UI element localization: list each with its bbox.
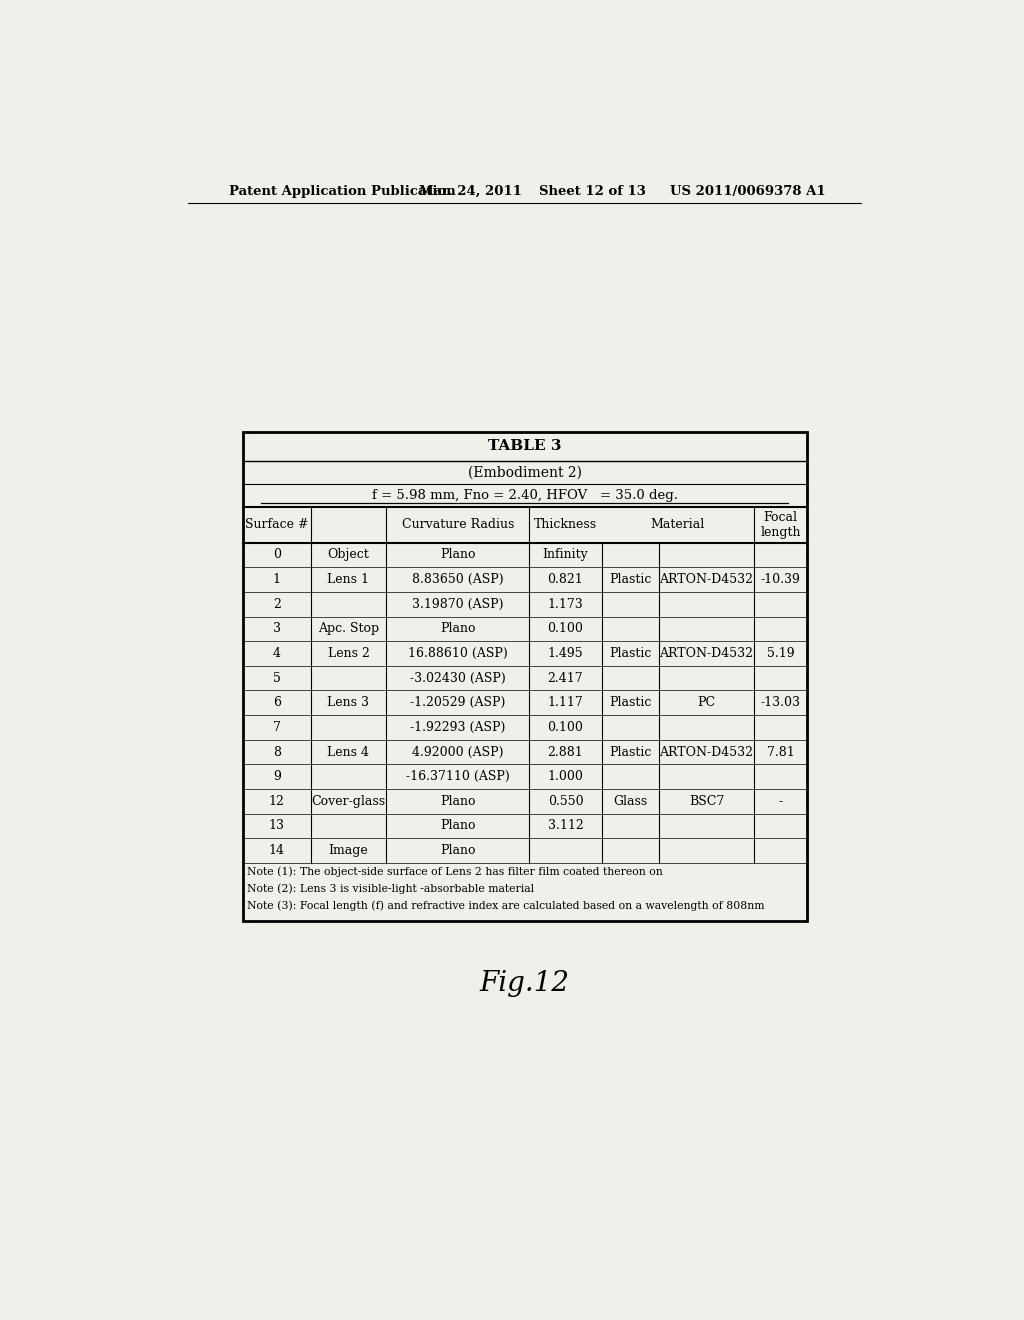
Text: Plano: Plano <box>440 795 475 808</box>
Text: 2: 2 <box>272 598 281 611</box>
Text: 1.173: 1.173 <box>548 598 584 611</box>
Text: Plano: Plano <box>440 548 475 561</box>
Text: (Embodiment 2): (Embodiment 2) <box>468 466 582 479</box>
Text: -: - <box>778 795 782 808</box>
Text: US 2011/0069378 A1: US 2011/0069378 A1 <box>671 185 826 198</box>
Text: Lens 1: Lens 1 <box>328 573 370 586</box>
Text: Cover-glass: Cover-glass <box>311 795 386 808</box>
Text: 0.550: 0.550 <box>548 795 584 808</box>
Text: Plastic: Plastic <box>609 647 651 660</box>
Text: Apc. Stop: Apc. Stop <box>317 622 379 635</box>
Text: TABLE 3: TABLE 3 <box>488 440 561 453</box>
Text: 6: 6 <box>272 696 281 709</box>
Text: 16.88610 (ASP): 16.88610 (ASP) <box>408 647 508 660</box>
Text: Mar. 24, 2011: Mar. 24, 2011 <box>419 185 521 198</box>
Text: -10.39: -10.39 <box>761 573 801 586</box>
Text: 1.495: 1.495 <box>548 647 584 660</box>
Text: Note (3): Focal length (f) and refractive index are calculated based on a wavele: Note (3): Focal length (f) and refractiv… <box>248 900 765 911</box>
Text: 4.92000 (ASP): 4.92000 (ASP) <box>412 746 504 759</box>
Text: 0.100: 0.100 <box>548 622 584 635</box>
Text: -1.92293 (ASP): -1.92293 (ASP) <box>410 721 506 734</box>
Text: 12: 12 <box>269 795 285 808</box>
Text: Lens 4: Lens 4 <box>328 746 370 759</box>
Text: 7.81: 7.81 <box>767 746 795 759</box>
Text: Sheet 12 of 13: Sheet 12 of 13 <box>539 185 645 198</box>
Text: 1: 1 <box>272 573 281 586</box>
Text: ARTON-D4532: ARTON-D4532 <box>659 746 754 759</box>
Text: -1.20529 (ASP): -1.20529 (ASP) <box>410 696 506 709</box>
Text: Note (2): Lens 3 is visible-light -absorbable material: Note (2): Lens 3 is visible-light -absor… <box>248 883 535 894</box>
Text: Plano: Plano <box>440 843 475 857</box>
Text: 7: 7 <box>272 721 281 734</box>
Text: Focal
length: Focal length <box>760 511 801 539</box>
Text: 0: 0 <box>272 548 281 561</box>
Text: 13: 13 <box>268 820 285 833</box>
Text: Image: Image <box>329 843 369 857</box>
Text: 1.117: 1.117 <box>548 696 584 709</box>
Text: -13.03: -13.03 <box>761 696 801 709</box>
Text: Plastic: Plastic <box>609 573 651 586</box>
Text: 4: 4 <box>272 647 281 660</box>
Text: 2.881: 2.881 <box>548 746 584 759</box>
Bar <box>243 432 807 921</box>
Text: ARTON-D4532: ARTON-D4532 <box>659 647 754 660</box>
Text: Patent Application Publication: Patent Application Publication <box>228 185 456 198</box>
Text: -3.02430 (ASP): -3.02430 (ASP) <box>410 672 506 685</box>
Text: 14: 14 <box>268 843 285 857</box>
Text: Plano: Plano <box>440 622 475 635</box>
Text: f = 5.98 mm, Fno = 2.40, HFOV   = 35.0 deg.: f = 5.98 mm, Fno = 2.40, HFOV = 35.0 deg… <box>372 490 678 502</box>
Text: 9: 9 <box>272 770 281 783</box>
Text: Curvature Radius: Curvature Radius <box>401 519 514 532</box>
Text: Glass: Glass <box>613 795 647 808</box>
Text: 5.19: 5.19 <box>767 647 795 660</box>
Text: 2.417: 2.417 <box>548 672 584 685</box>
Text: -16.37110 (ASP): -16.37110 (ASP) <box>406 770 510 783</box>
Text: 1.000: 1.000 <box>548 770 584 783</box>
Text: 3.19870 (ASP): 3.19870 (ASP) <box>412 598 504 611</box>
Text: Surface #: Surface # <box>245 519 308 532</box>
Text: Plastic: Plastic <box>609 746 651 759</box>
Text: 8: 8 <box>272 746 281 759</box>
Text: Lens 3: Lens 3 <box>328 696 370 709</box>
Text: Material: Material <box>650 519 705 532</box>
Text: 3.112: 3.112 <box>548 820 584 833</box>
Text: Thickness: Thickness <box>534 519 597 532</box>
Text: Fig.12: Fig.12 <box>480 970 569 997</box>
Text: Lens 2: Lens 2 <box>328 647 370 660</box>
Text: PC: PC <box>697 696 716 709</box>
Text: Plastic: Plastic <box>609 696 651 709</box>
Text: ARTON-D4532: ARTON-D4532 <box>659 573 754 586</box>
Text: 3: 3 <box>272 622 281 635</box>
Text: 5: 5 <box>272 672 281 685</box>
Text: Infinity: Infinity <box>543 548 589 561</box>
Text: BSC7: BSC7 <box>689 795 724 808</box>
Text: Object: Object <box>328 548 370 561</box>
Text: 8.83650 (ASP): 8.83650 (ASP) <box>412 573 504 586</box>
Text: Note (1): The object-side surface of Lens 2 has filter film coated thereon on: Note (1): The object-side surface of Len… <box>248 866 664 876</box>
Text: 0.821: 0.821 <box>548 573 584 586</box>
Text: 0.100: 0.100 <box>548 721 584 734</box>
Text: Plano: Plano <box>440 820 475 833</box>
